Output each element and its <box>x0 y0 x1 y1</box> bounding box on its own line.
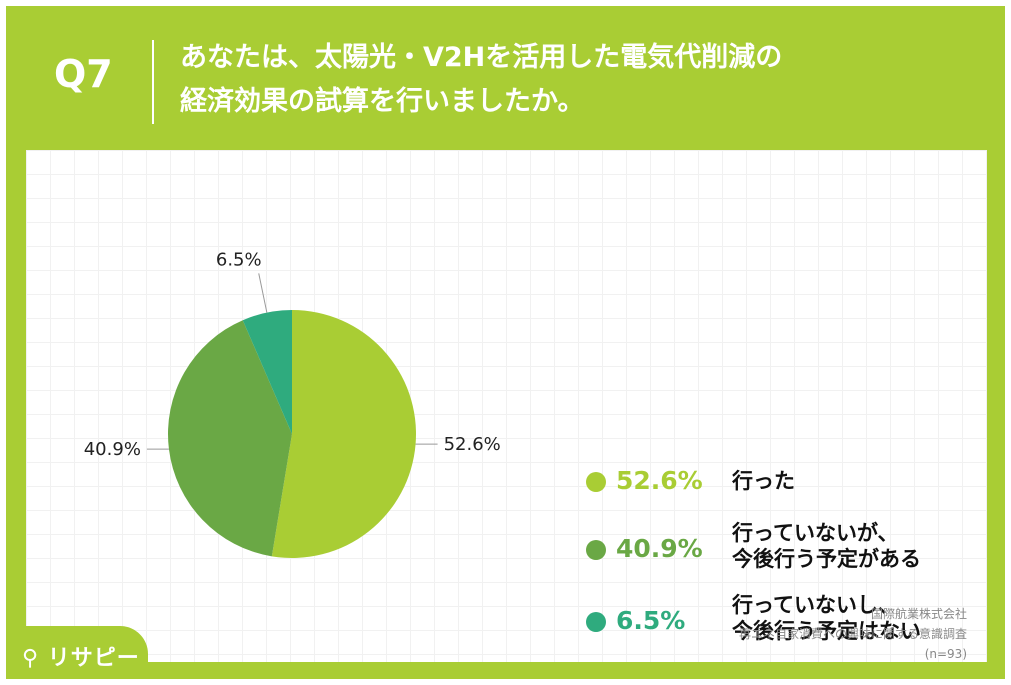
legend-dot-1 <box>586 472 606 492</box>
pie-value-label-2: 40.9% <box>84 439 141 460</box>
pie-slice-2 <box>167 320 292 557</box>
legend-pct-1: 52.6% <box>616 466 703 495</box>
legend-pct-3: 6.5% <box>616 606 686 635</box>
legend-dot-3 <box>586 612 606 632</box>
header-divider <box>152 40 154 124</box>
pie-value-label-1: 52.6% <box>444 434 501 455</box>
legend-label-2: 行っていないが、 今後行う予定がある <box>732 521 921 571</box>
legend-label-3: 行っていないし、 今後行う予定はない <box>732 593 921 643</box>
title-line-1: あなたは、太陽光・V2Hを活用した電気代削減の <box>180 42 783 73</box>
title-line-2: 経済効果の試算を行いましたか。 <box>180 86 585 117</box>
source-company: 国際航業株式会社 <box>870 607 967 621</box>
brand-name: リサピー <box>47 646 140 671</box>
source-sample-size: (n=93) <box>924 647 967 661</box>
pie-leader-lines <box>146 273 438 450</box>
chart-frame: Q7 あなたは、太陽光・V2Hを活用した電気代削減の 経済効果の試算を行いました… <box>6 6 1005 679</box>
question-title: あなたは、太陽光・V2Hを活用した電気代削減の 経済効果の試算を行いましたか。 <box>180 36 782 124</box>
header: Q7 あなたは、太陽光・V2Hを活用した電気代削減の 経済効果の試算を行いました… <box>6 6 1005 150</box>
pie-slice-1 <box>271 310 416 558</box>
legend-dot-2 <box>586 540 606 560</box>
legend-pct-2: 40.9% <box>616 534 703 563</box>
source-note: 国際航業株式会社 再エネ自家消費への興味に関する意識調査 (n=93) <box>739 604 967 664</box>
pie-slices <box>167 310 416 558</box>
pie-slice-3 <box>242 310 292 434</box>
legend-item-3: 6.5% 行っていないし、 今後行う予定はない <box>586 593 986 666</box>
chart-panel: 52.6% 40.9% 6.5% 52.6% 行った 40.9% 行っていないが、 … <box>26 150 987 662</box>
pie-value-labels: 52.6% 40.9% 6.5% <box>84 249 501 460</box>
question-number: Q7 <box>54 52 113 96</box>
brand-logo-text: ⚲ リサピー <box>22 640 140 672</box>
legend: 52.6% 行った 40.9% 行っていないが、 今後行う予定がある 6.5% … <box>586 466 986 656</box>
brand-logo: ⚲ リサピー <box>6 626 148 679</box>
legend-item-2: 40.9% 行っていないが、 今後行う予定がある <box>586 521 986 594</box>
legend-item-1: 52.6% 行った <box>586 466 986 526</box>
pie-chart: 52.6% 40.9% 6.5% <box>84 249 501 558</box>
leader-line-3 <box>258 273 268 313</box>
source-survey: 再エネ自家消費への興味に関する意識調査 <box>738 627 967 641</box>
legend-label-1: 行った <box>732 469 795 493</box>
pin-icon: ⚲ <box>22 646 40 671</box>
pie-value-label-3: 6.5% <box>216 249 262 270</box>
